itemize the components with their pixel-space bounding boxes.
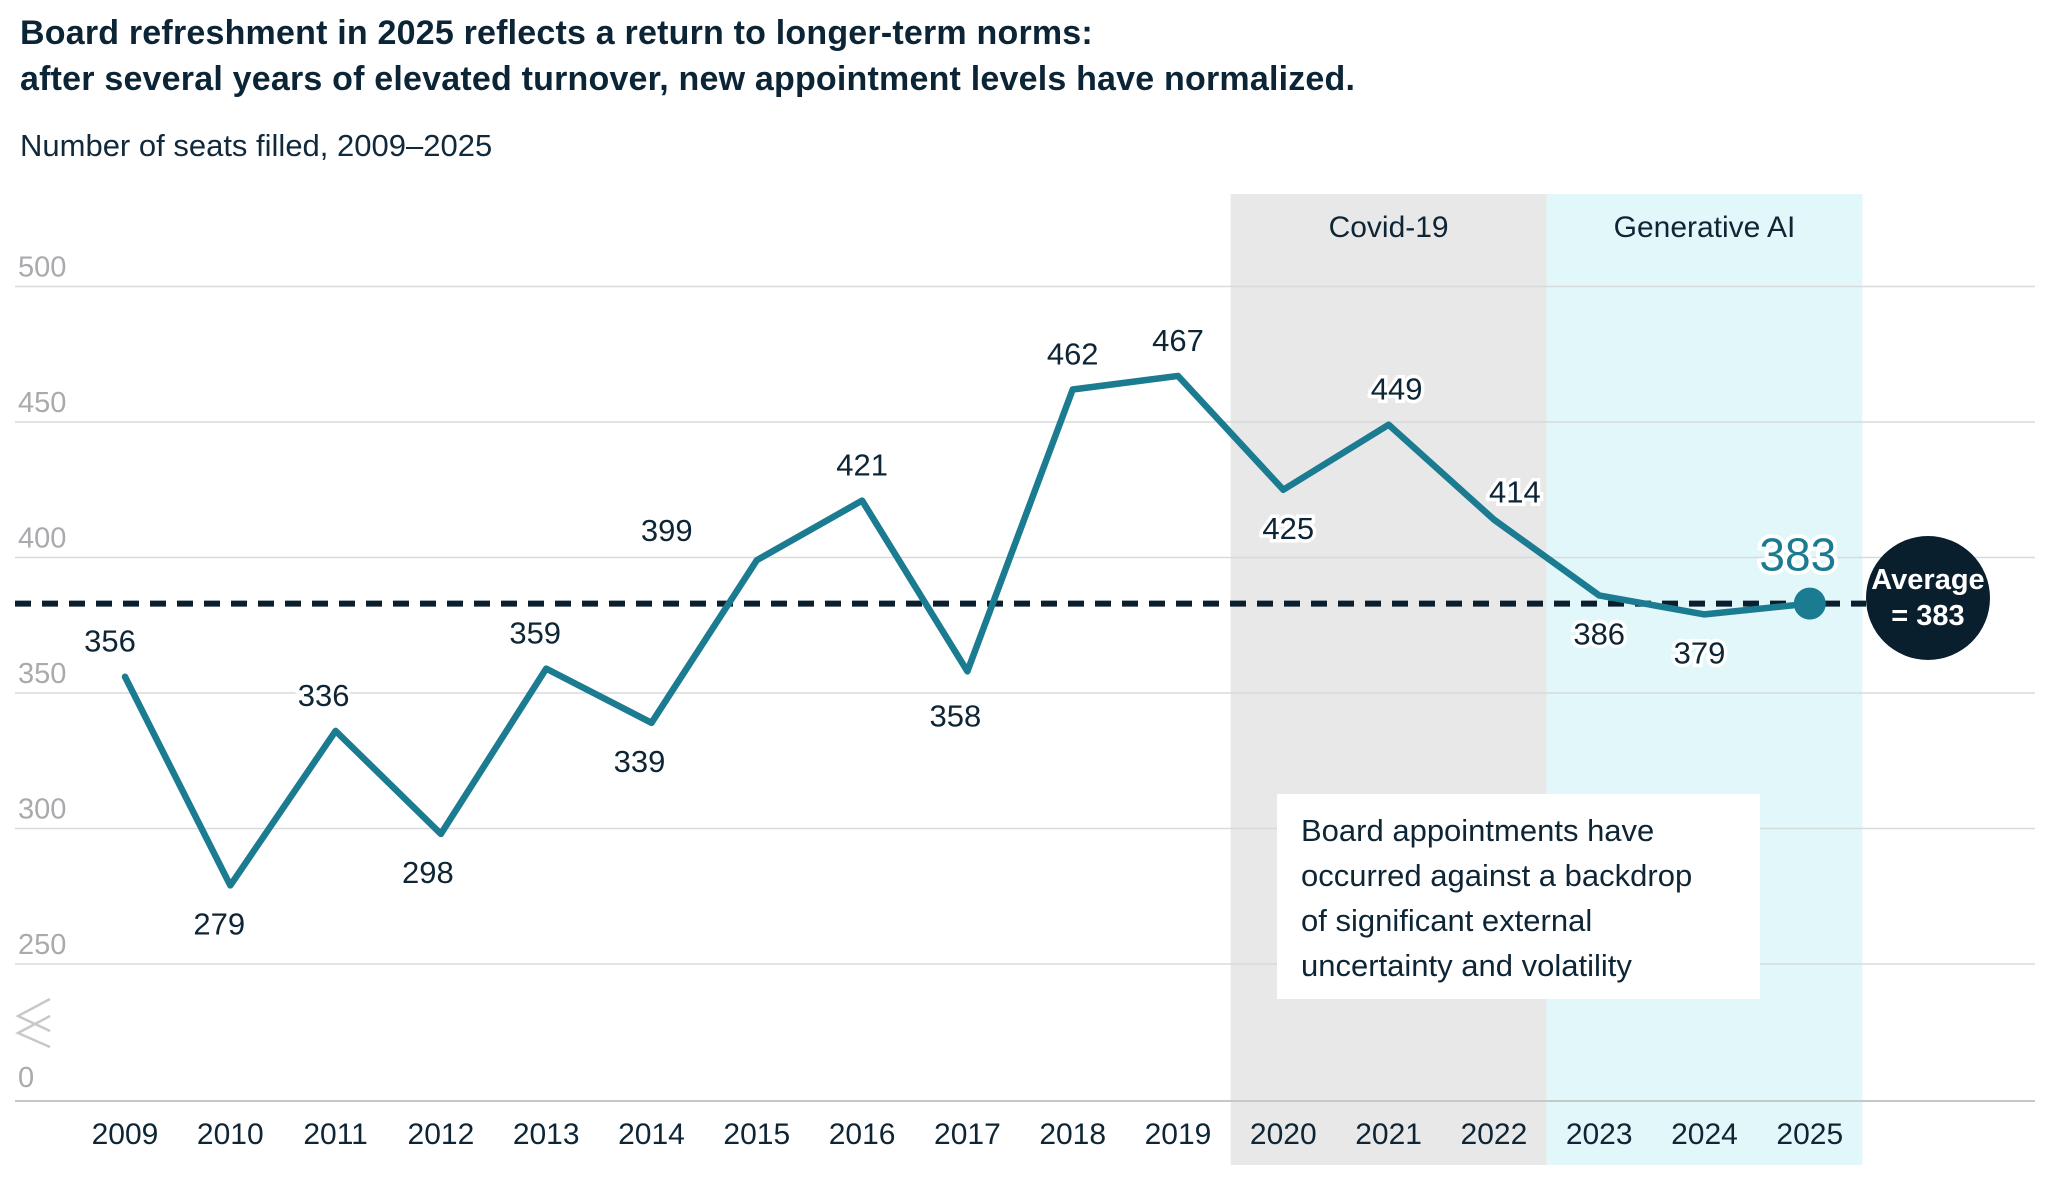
y-tick-label: 400: [18, 523, 66, 555]
annotation-line: of significant external: [1301, 903, 1593, 938]
data-label-2021: 449: [1371, 372, 1423, 407]
data-label-2017: 358: [930, 698, 982, 733]
chart-title-line-1: Board refreshment in 2025 reflects a ret…: [20, 14, 1093, 52]
x-tick-label-2018: 2018: [1039, 1118, 1106, 1151]
x-tick-label-2012: 2012: [408, 1118, 475, 1151]
x-tick-label-2015: 2015: [723, 1118, 790, 1151]
data-label-2020: 425: [1262, 511, 1314, 546]
series-line: [121, 372, 1814, 889]
data-label-2012: 298: [402, 855, 454, 890]
annotation-line: occurred against a backdrop: [1301, 858, 1693, 893]
data-label-2019: 467: [1152, 323, 1204, 358]
final-point-marker: [1793, 587, 1826, 620]
data-label-2018: 462: [1047, 336, 1099, 371]
y-tick-label: 500: [18, 252, 66, 284]
x-tick-label-2023: 2023: [1566, 1118, 1633, 1151]
data-label-2013: 359: [509, 616, 561, 651]
annotation-line: Board appointments have: [1301, 813, 1655, 848]
annotation-line: uncertainty and volatility: [1301, 948, 1632, 983]
data-label-2010: 279: [193, 906, 245, 941]
data-label-2023: 386: [1573, 616, 1625, 651]
x-tick-label-2017: 2017: [934, 1118, 1001, 1151]
data-label-2014: 339: [614, 744, 666, 779]
x-tick-label-2019: 2019: [1145, 1118, 1212, 1151]
data-label-2016: 421: [836, 448, 888, 483]
axis-break-icon: [15, 997, 51, 1033]
y-tick-label: 450: [18, 387, 66, 419]
y-tick-label: 250: [18, 929, 66, 961]
data-label-2015: 399: [641, 513, 693, 548]
average-badge: Average = 383: [1866, 536, 1990, 660]
x-tick-label-2013: 2013: [513, 1118, 580, 1151]
y-tick-label: 300: [18, 794, 66, 826]
average-badge-line-1: Average: [1871, 564, 1985, 596]
x-tick-label-2011: 2011: [303, 1118, 368, 1151]
data-label-2011: 336: [298, 678, 350, 713]
era-band-0: [1230, 194, 1547, 1165]
average-badge-line-2: = 383: [1891, 600, 1965, 632]
chart-header: Board refreshment in 2025 reflects a ret…: [20, 10, 1355, 164]
data-label-2009: 356: [84, 624, 136, 659]
y-tick-label-zero: 0: [18, 1062, 34, 1094]
x-tick-label-2010: 2010: [197, 1118, 264, 1151]
x-tick-label-2025: 2025: [1776, 1118, 1843, 1151]
x-tick-label-2020: 2020: [1250, 1118, 1317, 1151]
x-tick-label-2022: 2022: [1461, 1118, 1528, 1151]
x-tick-label-2014: 2014: [618, 1118, 685, 1151]
era-band-label-0: Covid-19: [1329, 211, 1449, 244]
axis-break-icon: [15, 1014, 51, 1049]
x-tick-label-2021: 2021: [1355, 1118, 1422, 1151]
data-label-2022: 414: [1489, 475, 1541, 510]
data-label-2025: 383: [1759, 529, 1836, 581]
chart-subtitle: Number of seats filled, 2009–2025: [20, 128, 493, 163]
data-label-2024: 379: [1674, 635, 1726, 670]
x-tick-label-2009: 2009: [92, 1118, 159, 1151]
y-tick-label: 350: [18, 658, 66, 690]
era-band-1: [1546, 194, 1863, 1165]
x-tick-label-2024: 2024: [1671, 1118, 1738, 1151]
annotation-box: Board appointments have occurred against …: [1277, 794, 1760, 999]
x-tick-label-2016: 2016: [829, 1118, 896, 1151]
chart-title-line-2: after several years of elevated turnover…: [20, 60, 1356, 98]
era-band-label-1: Generative AI: [1614, 211, 1796, 244]
